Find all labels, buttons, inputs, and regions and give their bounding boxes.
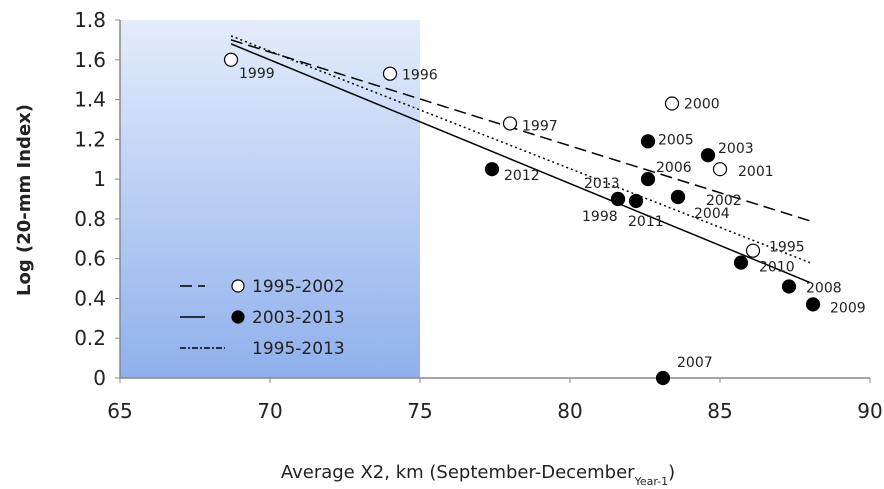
shaded-region	[120, 20, 420, 378]
data-point	[484, 162, 500, 177]
point-label: 2011	[628, 214, 664, 230]
data-point	[733, 255, 749, 270]
y-tick-label: 0.6	[74, 247, 106, 271]
data-point	[502, 116, 518, 131]
data-point	[655, 370, 671, 386]
legend-label: 2003-2013	[252, 308, 345, 328]
x-axis-label-main: Average X2, km (September-December	[281, 462, 635, 483]
point-label: 2010	[759, 260, 795, 276]
trend-line	[230, 43, 811, 284]
legend-label: 1995-2013	[252, 339, 345, 359]
point-label: 2001	[738, 164, 774, 180]
data-point	[805, 297, 821, 312]
x-tick-label: 75	[407, 399, 432, 423]
x-tick-label: 90	[857, 399, 882, 423]
y-tick-label: 1.6	[74, 48, 106, 72]
point-label: 1997	[522, 118, 558, 134]
y-tick-label: 0	[93, 366, 106, 390]
x-axis-label-end: )	[668, 462, 675, 483]
x-tick-label: 85	[707, 399, 732, 423]
point-label: 2009	[830, 300, 866, 316]
data-point	[640, 172, 656, 187]
point-label: 2012	[504, 168, 540, 184]
x-axis-label-sub: Year-1	[634, 475, 669, 488]
data-point	[712, 162, 728, 177]
point-label: 2002	[706, 193, 742, 209]
data-point	[628, 193, 644, 209]
point-label: 2005	[658, 132, 694, 148]
data-point	[670, 189, 686, 205]
data-point	[700, 148, 716, 163]
trend-line	[230, 35, 811, 264]
point-label: 1998	[582, 209, 618, 225]
data-point	[781, 279, 797, 294]
point-label: 2000	[684, 97, 720, 113]
data-point	[223, 52, 239, 67]
data-point	[382, 66, 398, 81]
legend-marker	[231, 310, 245, 324]
data-point	[745, 243, 761, 258]
point-label: 2013	[584, 176, 620, 192]
y-axis-label: Log (20-mm Index)	[14, 104, 35, 296]
point-label: 2003	[718, 141, 754, 157]
data-point	[664, 96, 680, 111]
point-label: 2004	[694, 206, 730, 222]
point-label: 2006	[656, 160, 692, 176]
legend-label: 1995-2002	[252, 277, 345, 297]
data-point	[610, 191, 626, 207]
y-tick-label: 1	[93, 167, 106, 191]
y-tick-label: 1.4	[74, 88, 106, 112]
y-tick-label: 0.8	[74, 207, 106, 231]
x-tick-label: 70	[257, 399, 282, 423]
y-tick-label: 0.4	[74, 286, 106, 310]
point-label: 2008	[806, 281, 842, 297]
trend-line	[230, 39, 811, 222]
y-tick-label: 0.2	[74, 326, 106, 350]
x-axis-label: Average X2, km (September-DecemberYear-1…	[281, 462, 675, 488]
data-point	[640, 134, 656, 149]
x-tick-label: 65	[107, 399, 132, 423]
x-tick-label: 80	[557, 399, 582, 423]
legend-marker	[231, 279, 245, 293]
point-label: 1999	[239, 66, 275, 82]
point-label: 1996	[402, 68, 438, 84]
y-tick-label: 1.8	[74, 8, 106, 32]
point-label: 1995	[769, 240, 805, 256]
y-tick-label: 1.2	[74, 127, 106, 151]
point-label: 2007	[677, 355, 713, 371]
